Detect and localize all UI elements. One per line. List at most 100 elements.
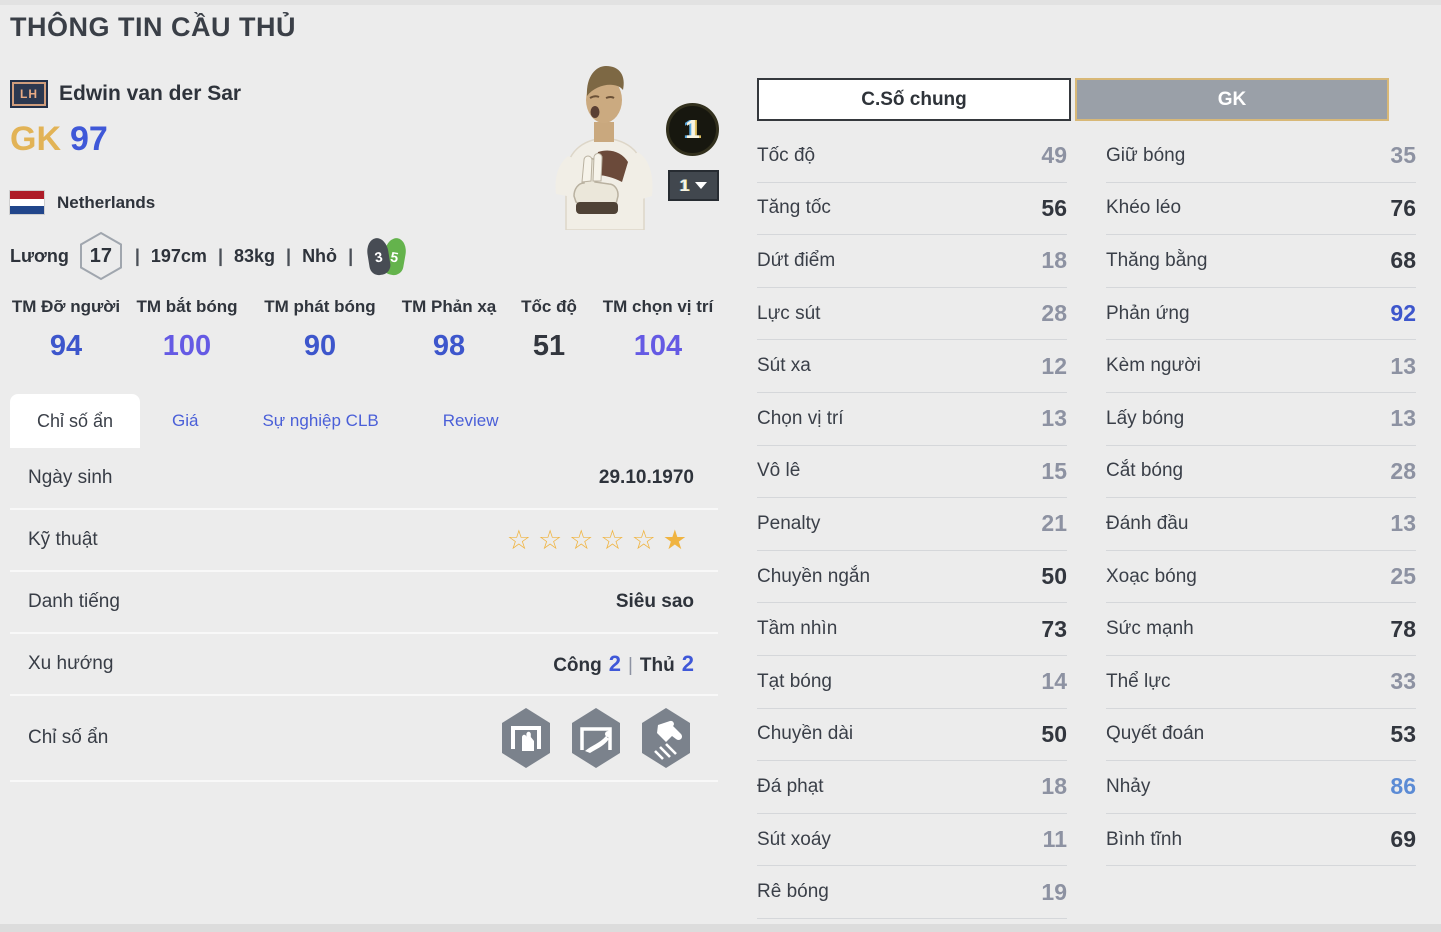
hidden-trait-icons	[498, 707, 694, 769]
stat-value: 35	[1390, 142, 1416, 169]
tm-stat: TM chọn vị trí 104	[588, 297, 728, 363]
info-separator: |	[286, 245, 292, 266]
salary-hexagon-badge: 17	[78, 231, 124, 281]
attack-workrate-value: 2	[608, 651, 621, 676]
stat-value: 15	[1041, 457, 1067, 484]
gk-goal-dive-icon	[572, 708, 620, 768]
reputation-value: Siêu sao	[615, 591, 694, 612]
stat-label: Sút xoáy	[757, 828, 831, 850]
stat-value: 18	[1041, 247, 1067, 274]
general-stats-tab-button[interactable]: C.Số chung	[757, 78, 1071, 121]
stat-value: 13	[1390, 352, 1416, 379]
tm-stat-label: TM Phản xạ	[401, 297, 497, 316]
stat-label: Chuyền ngắn	[757, 565, 871, 587]
stat-value: 78	[1390, 615, 1416, 642]
player-height: 197cm	[150, 245, 207, 266]
stat-value: 49	[1041, 142, 1067, 169]
stat-label: Lấy bóng	[1106, 407, 1185, 429]
stat-label: Kèm người	[1106, 355, 1201, 377]
stat-label: Tầm nhìn	[757, 618, 838, 640]
tm-stat: TM phát bóng 90	[252, 297, 388, 363]
gk-stat-row: Thăng bằng 68	[1106, 235, 1416, 288]
foot-skill-badges: 3 5	[365, 235, 409, 277]
stat-label: Sút xa	[757, 355, 811, 377]
chevron-down-icon	[695, 182, 708, 189]
netherlands-flag-icon	[10, 191, 44, 215]
row-label: Danh tiếng	[28, 591, 120, 612]
stat-label: Lực sút	[757, 302, 821, 324]
stat-label: Khéo léo	[1106, 197, 1182, 219]
stat-value: 53	[1390, 720, 1416, 747]
stat-label: Thể lực	[1106, 670, 1171, 692]
stat-label: Đánh đầu	[1106, 512, 1189, 534]
tm-stat: TM bắt bóng 100	[122, 297, 252, 363]
stat-value: 25	[1390, 563, 1416, 590]
stat-value: 69	[1390, 826, 1416, 853]
general-stat-row: Chuyền ngắn 50	[757, 551, 1067, 604]
player-name: Edwin van der Sar	[59, 82, 242, 105]
info-separator: |	[134, 245, 140, 266]
workrate-value: Công 2 | Thủ 2	[553, 651, 694, 677]
tm-stat-value: 51	[532, 330, 566, 362]
player-photo	[538, 56, 668, 231]
tm-stat-label: TM phát bóng	[264, 297, 376, 316]
stat-value: 28	[1041, 300, 1067, 327]
stat-label: Tạt bóng	[757, 670, 832, 692]
info-separator: |	[348, 245, 354, 266]
stat-label: Chuyền dài	[757, 723, 854, 745]
tab-review[interactable]: Review	[442, 411, 499, 430]
stat-label: Chọn vị trí	[757, 407, 844, 429]
gk-stat-row: Kèm người 13	[1106, 340, 1416, 393]
gk-stat-row: Thể lực 33	[1106, 656, 1416, 709]
gk-stat-row: Khéo léo 76	[1106, 183, 1416, 236]
stat-label: Vô lê	[757, 460, 801, 482]
stat-value: 21	[1041, 510, 1067, 537]
tm-stat-value: 94	[49, 330, 83, 362]
upgrade-count-badge: 1	[666, 103, 719, 156]
overall-rating-row: GK 97	[10, 120, 108, 159]
top-edge-strip	[0, 0, 1441, 5]
gk-stat-row: Phản ứng 92	[1106, 288, 1416, 341]
stat-label: Tăng tốc	[757, 197, 831, 219]
stat-value: 12	[1041, 352, 1067, 379]
tm-stat-label: Tốc độ	[521, 297, 577, 316]
gk-stat-row: Sức mạnh 78	[1106, 603, 1416, 656]
table-row-hidden-traits: Chỉ số ẩn	[10, 696, 718, 782]
player-overall: 97	[70, 120, 108, 158]
tm-stat-label: TM Đỡ người	[11, 297, 121, 316]
player-info-row: Lương 17 | 197cm | 83kg | Nhỏ | 3 5	[10, 230, 409, 282]
filled-star: ★	[662, 524, 694, 555]
gk-punch-glove-icon	[642, 708, 690, 768]
stat-value: 13	[1041, 405, 1067, 432]
stat-label: Đá phạt	[757, 775, 824, 797]
stat-label: Bình tĩnh	[1106, 828, 1183, 850]
gk-stat-row: Giữ bóng 35	[1106, 130, 1416, 183]
stat-label: Sức mạnh	[1106, 618, 1194, 640]
tm-stat: TM Đỡ người 94	[10, 297, 122, 363]
tab-su-nghiep-clb[interactable]: Sự nghiệp CLB	[262, 411, 379, 430]
table-row-workrate: Xu hướng Công 2 | Thủ 2	[10, 634, 718, 696]
stat-value: 18	[1041, 773, 1067, 800]
defense-workrate-value: 2	[681, 651, 694, 676]
stat-label: Xoạc bóng	[1106, 565, 1197, 587]
stat-value: 33	[1390, 668, 1416, 695]
general-stat-row: Tăng tốc 56	[757, 183, 1067, 236]
stat-label: Giữ bóng	[1106, 144, 1186, 166]
stat-value: 56	[1041, 194, 1067, 221]
hidden-stats-table: Ngày sinh 29.10.1970 Kỹ thuật ☆☆☆☆☆★ Dan…	[10, 448, 718, 782]
player-weight: 83kg	[233, 245, 276, 266]
tm-stat: Tốc độ 51	[510, 297, 588, 363]
tm-stat-value: 90	[303, 330, 337, 362]
level-select-dropdown[interactable]: 1	[668, 170, 719, 201]
stat-label: Dứt điểm	[757, 249, 836, 271]
tm-stat-label: TM bắt bóng	[136, 297, 238, 316]
bottom-edge-strip	[0, 924, 1441, 932]
tab-chi-so-an[interactable]: Chỉ số ẩn	[10, 394, 140, 448]
empty-stars: ☆☆☆☆☆	[506, 524, 663, 555]
stat-value: 92	[1390, 300, 1416, 327]
gk-stats-tab-button[interactable]: GK	[1075, 78, 1389, 121]
stat-value: 14	[1041, 668, 1067, 695]
tab-gia[interactable]: Giá	[172, 411, 199, 430]
general-stat-row: Penalty 21	[757, 498, 1067, 551]
stat-label: Phản ứng	[1106, 302, 1190, 324]
